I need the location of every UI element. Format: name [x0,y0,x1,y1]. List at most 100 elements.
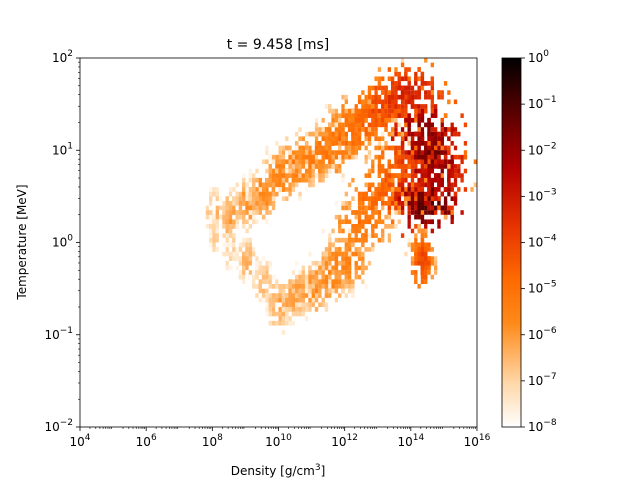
heatmap-cell [414,187,418,192]
heatmap-cell [232,233,236,238]
heatmap-cell [410,145,415,151]
heatmap-cell [374,191,378,197]
heatmap-cell [298,154,302,160]
heatmap-cell [463,154,468,160]
heatmap-cell [427,242,431,248]
heatmap-cell [285,302,289,308]
heatmap-cell [394,122,398,128]
heatmap-cell [410,177,415,183]
heatmap-cell [443,187,448,192]
heatmap-cell [381,177,385,183]
heatmap-cell [318,302,322,308]
heatmap-cell [430,228,434,234]
heatmap-cell [371,224,375,229]
heatmap-cell [334,260,339,266]
heatmap-cell [443,154,448,160]
heatmap-cell [417,94,421,100]
heatmap-cell [433,260,438,266]
heatmap-cell [314,136,319,142]
heatmap-cell [288,168,292,174]
heatmap-cell [437,145,441,151]
heatmap-cell [248,288,253,294]
heatmap-cell [222,205,226,211]
heatmap-cell [407,200,411,206]
heatmap-cell [364,113,368,118]
heatmap-cell [331,247,335,252]
heatmap-cell [463,168,468,174]
heatmap-cell [367,219,372,225]
heatmap-cell [387,237,391,243]
heatmap-cell [209,173,213,178]
heatmap-cell [387,94,391,100]
heatmap-cell [212,210,216,215]
heatmap-cell [324,141,329,146]
heatmap-cell [338,136,342,142]
heatmap-cell [265,302,269,308]
heatmap-cell [308,154,312,160]
heatmap-cell [427,81,431,86]
heatmap-cell [420,177,425,183]
heatmap-cell [404,168,408,174]
heatmap-cell [394,108,398,114]
heatmap-cell [318,131,322,137]
heatmap-cell [414,154,418,160]
heatmap-cell [417,191,421,197]
heatmap-cell [351,279,355,285]
heatmap-cell [291,270,296,275]
heatmap-cell [351,247,355,252]
heatmap-cell [271,279,276,285]
heatmap-cell [311,270,315,275]
heatmap-cell [417,108,421,114]
heatmap-cell [433,265,438,271]
heatmap-cell [404,177,408,183]
heatmap-cell [347,307,352,312]
x-tick-label: 108 [202,433,223,449]
heatmap-cell [430,200,434,206]
heatmap-cell [205,224,210,229]
heatmap-cell [374,187,378,192]
heatmap-cell [447,168,451,174]
heatmap-cell [295,164,299,169]
heatmap-cell [457,154,461,160]
heatmap-cell [215,200,219,206]
heatmap-cell [357,274,362,280]
heatmap-cell [271,173,276,178]
heatmap-cell [285,316,289,321]
heatmap-cell [364,214,368,220]
heatmap-cell [295,307,299,312]
heatmap-cell [258,233,262,238]
heatmap-cell [212,247,216,252]
heatmap-cell [314,164,319,169]
heatmap-cell [427,265,431,271]
heatmap-cell [331,131,335,137]
heatmap-cell [414,274,418,280]
heatmap-cell [364,228,368,234]
heatmap-cell [394,187,398,192]
heatmap-cell [417,127,421,132]
heatmap-cell [248,168,253,174]
heatmap-cell [222,200,226,206]
heatmap-cell [225,256,229,261]
colorbar-tick-label: 10−1 [528,95,557,111]
heatmap-cell [347,256,352,261]
heatmap-cell [463,141,468,146]
heatmap-cell [341,219,345,225]
heatmap-cell [331,154,335,160]
heatmap-cell [430,141,434,146]
heatmap-cell [255,256,259,261]
heatmap-cell [341,237,345,243]
heatmap-cell [424,224,428,229]
heatmap-cell [407,191,411,197]
heatmap-cell [261,196,266,201]
heatmap-cell [281,168,286,174]
heatmap-cell [397,200,401,206]
heatmap-cell [275,307,279,312]
heatmap-cell [232,196,236,201]
heatmap-cell [381,104,385,109]
heatmap-cell [321,145,325,151]
heatmap-cell [278,307,282,312]
heatmap-cell [301,173,305,178]
heatmap-cell [304,145,309,151]
heatmap-cell [304,150,309,155]
heatmap-cell [248,274,253,280]
